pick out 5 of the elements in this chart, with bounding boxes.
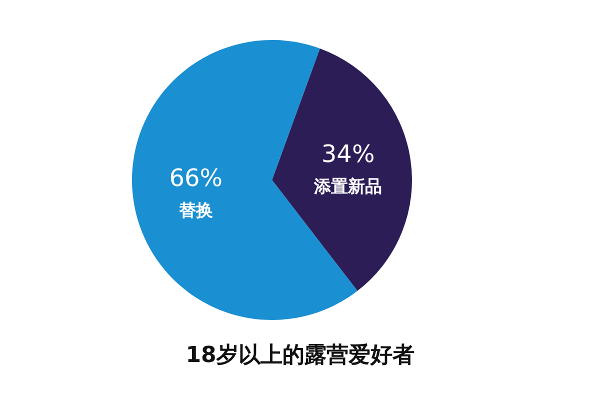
- text: 18岁以上的露营爱好者: [186, 343, 414, 368]
- data-label: 34%: [321, 140, 375, 168]
- data-label: 66%: [169, 164, 223, 192]
- slice-label: 替换: [178, 200, 213, 221]
- slice-label: 添置新品: [313, 177, 382, 198]
